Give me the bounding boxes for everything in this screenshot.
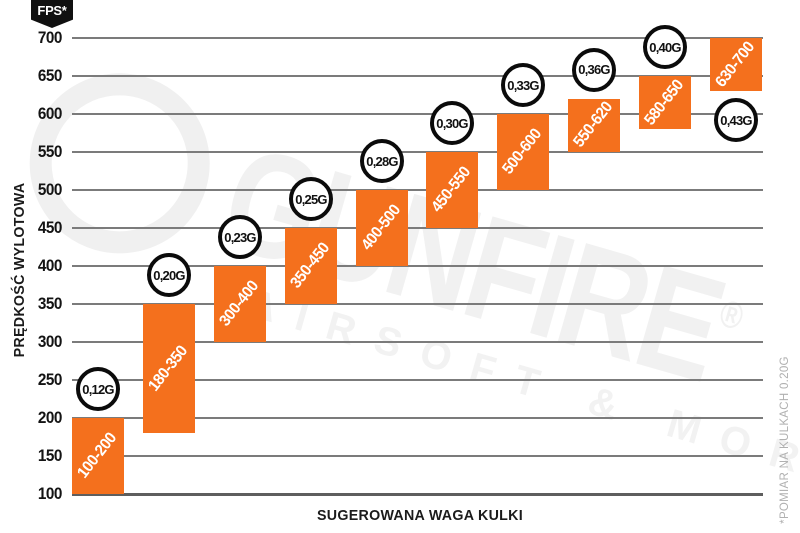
weight-badge: 0,33G <box>501 63 545 107</box>
bar-range-label: 580-650 <box>641 76 688 129</box>
weight-badge: 0,40G <box>643 25 687 69</box>
velocity-bar: 450-550 <box>426 152 478 228</box>
weight-badge: 0,43G <box>714 98 758 143</box>
y-tick-label: 250 <box>37 370 63 389</box>
weight-badge: 0,28G <box>360 139 404 183</box>
velocity-bar: 630-700 <box>710 38 762 92</box>
gridline-300 <box>72 341 763 343</box>
fps-unit-label: FPS* <box>37 3 67 18</box>
y-tick-label: 500 <box>37 180 63 199</box>
weight-badge: 0,36G <box>572 47 616 92</box>
velocity-bar: 550-620 <box>568 98 620 152</box>
y-tick-label: 200 <box>37 408 63 427</box>
velocity-bar: 350-450 <box>285 228 337 304</box>
x-axis-title: SUGEROWANA WAGA KULKI <box>316 507 524 524</box>
gridline-250 <box>72 379 763 381</box>
y-tick-label: 400 <box>37 256 63 275</box>
registered-trademark-icon: ® <box>714 292 748 340</box>
gridline-150 <box>72 455 763 457</box>
gridline-200 <box>72 417 763 419</box>
weight-badge: 0,25G <box>289 177 333 221</box>
gridline-650 <box>72 75 763 77</box>
velocity-bar: 580-650 <box>639 76 691 130</box>
gridline-400 <box>72 265 763 267</box>
gridline-550 <box>72 151 763 153</box>
bar-range-label: 100-200 <box>74 429 121 482</box>
gridline-350 <box>72 303 763 305</box>
gridline-450 <box>72 227 763 229</box>
bar-range-label: 300-400 <box>216 277 263 330</box>
y-tick-label: 650 <box>37 66 63 85</box>
weight-badge: 0,23G <box>218 215 262 259</box>
measurement-footnote: *POMIAR NA KULKACH 0.20G <box>779 356 791 524</box>
bar-range-label: 180-350 <box>145 342 192 395</box>
y-tick-label: 300 <box>37 332 63 351</box>
bar-range-label: 500-600 <box>499 125 546 178</box>
velocity-bar: 300-400 <box>214 266 266 342</box>
y-tick-label: 550 <box>37 142 63 161</box>
y-tick-label: 100 <box>37 484 63 503</box>
fps-unit-badge: FPS* <box>31 0 73 28</box>
bar-range-label: 350-450 <box>287 239 334 292</box>
y-tick-label: 700 <box>37 28 63 47</box>
gridline-100 <box>72 493 763 496</box>
velocity-bar: 500-600 <box>497 114 549 190</box>
bar-range-label: 400-500 <box>358 201 405 254</box>
velocity-bar: 400-500 <box>356 190 408 266</box>
bar-range-label: 550-620 <box>570 99 617 151</box>
y-axis-title: PRĘDKOŚĆ WYLOTOWA <box>11 182 28 358</box>
y-tick-label: 600 <box>37 104 63 123</box>
gridline-600 <box>72 113 763 115</box>
weight-badge: 0,30G <box>430 101 474 145</box>
y-tick-label: 350 <box>37 294 63 313</box>
y-tick-label: 450 <box>37 218 63 237</box>
bar-range-label: 630-700 <box>712 38 759 91</box>
velocity-bar: 180-350 <box>143 304 195 434</box>
y-tick-label: 150 <box>37 446 63 465</box>
velocity-bar: 100-200 <box>72 418 124 494</box>
weight-badge: 0,20G <box>147 253 191 297</box>
gridline-700 <box>72 37 763 39</box>
bar-range-label: 450-550 <box>428 163 475 216</box>
gridline-500 <box>72 189 763 191</box>
weight-badge: 0,12G <box>76 367 120 411</box>
